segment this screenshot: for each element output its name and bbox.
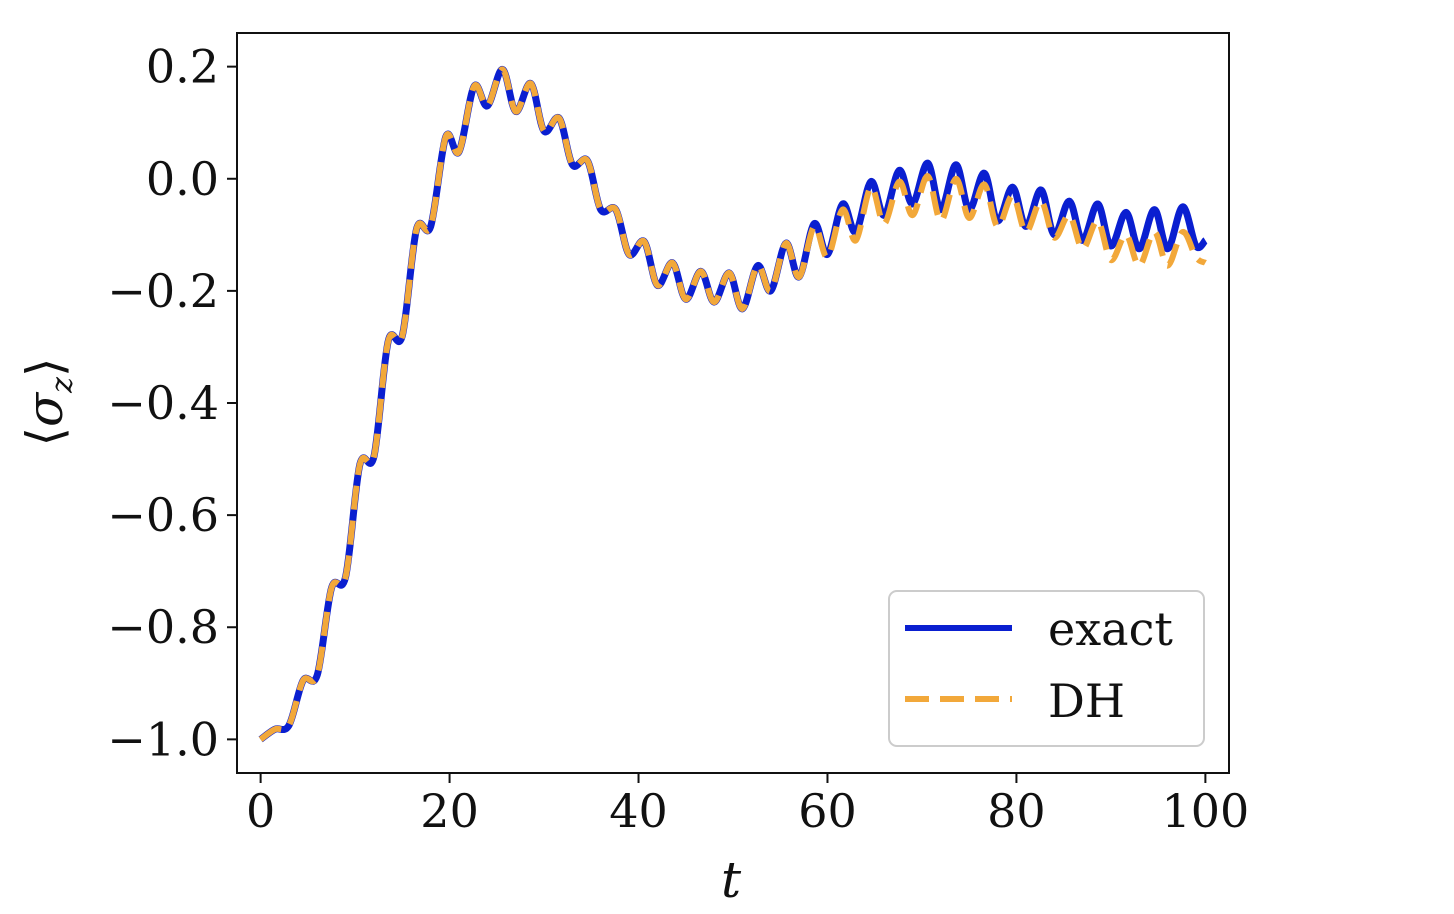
y-tick-label: −0.8	[107, 600, 219, 654]
legend-label-exact: exact	[1048, 602, 1173, 656]
x-tick-label: 20	[420, 784, 479, 838]
x-tick-label: 80	[987, 784, 1046, 838]
y-tick-label: 0.0	[146, 152, 219, 206]
plot-series-group	[258, 65, 1208, 743]
y-tick-label: −0.2	[107, 264, 219, 318]
y-tick-label: 0.2	[146, 40, 219, 94]
series-line-dh	[258, 66, 1207, 742]
y-axis-label-right-bracket: ⟩	[16, 358, 74, 378]
y-tick-label: −0.4	[107, 376, 219, 430]
x-axis-label: t	[721, 851, 742, 909]
y-tick-label: −0.6	[107, 488, 219, 542]
svg-text:⟨σz⟩: ⟨σz⟩	[16, 358, 80, 447]
x-tick-label: 40	[609, 784, 668, 838]
legend: exact DH	[888, 590, 1205, 747]
y-tick-label: −1.0	[107, 712, 219, 766]
x-axis-ticks: 0 20 40 60 80 100	[246, 773, 1249, 838]
x-tick-label: 0	[246, 784, 275, 838]
y-axis-label: ⟨σz⟩	[16, 358, 80, 447]
x-tick-label: 100	[1161, 784, 1249, 838]
y-axis-label-subscript: z	[45, 377, 80, 394]
y-axis-ticks: 0.2 0.0 −0.2 −0.4 −0.6 −0.8 −1.0	[107, 40, 237, 766]
y-axis-label-left-bracket: ⟨	[16, 427, 74, 447]
legend-label-dh: DH	[1048, 674, 1125, 728]
x-tick-label: 60	[798, 784, 857, 838]
y-axis-label-sigma: σ	[16, 391, 74, 427]
